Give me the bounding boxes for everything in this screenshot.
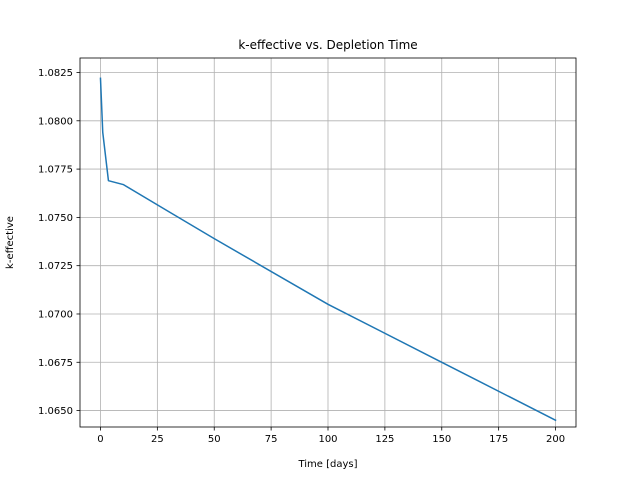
x-tick-label: 25	[151, 434, 164, 445]
x-tick-label: 75	[265, 434, 278, 445]
grid	[80, 58, 576, 427]
x-axis-label: Time [days]	[297, 459, 357, 470]
x-tick-label: 0	[97, 434, 103, 445]
y-axis-label: k-effective	[5, 216, 16, 269]
axis-ticks: 0 25 50 75 100 125 150 175 200 1.0650 1.0675 1.0700…	[38, 68, 565, 445]
x-tick-label: 125	[375, 434, 394, 445]
y-tick-label: 1.0675	[38, 358, 73, 369]
x-tick-label: 150	[432, 434, 451, 445]
x-tick-label: 175	[489, 434, 508, 445]
data-series	[99, 77, 557, 422]
y-tick-label: 1.0775	[38, 165, 73, 176]
x-tick-label: 200	[546, 434, 565, 445]
y-tick-label: 1.0750	[38, 213, 73, 224]
plot-area-frame	[79, 57, 577, 428]
y-tick-label: 1.0700	[38, 309, 73, 320]
series-line	[99, 77, 557, 422]
x-tick-label: 100	[318, 434, 337, 445]
y-tick-label: 1.0725	[38, 261, 73, 272]
y-tick-label: 1.0825	[38, 68, 73, 79]
x-tick-label: 50	[208, 434, 221, 445]
y-tick-label: 1.0650	[38, 406, 73, 417]
y-tick-label: 1.0800	[38, 116, 73, 127]
chart-title: k-effective vs. Depletion Time	[238, 38, 417, 52]
